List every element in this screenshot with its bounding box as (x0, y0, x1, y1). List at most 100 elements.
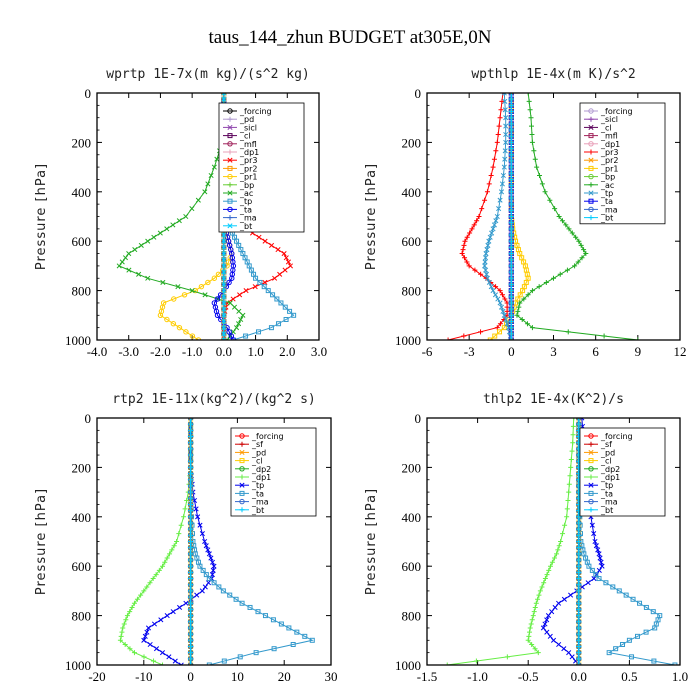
series-marker-ac (136, 271, 142, 277)
series-marker-dp1 (536, 592, 542, 598)
series-marker-tp (486, 238, 492, 244)
series-marker-tp (144, 629, 150, 635)
x-tick-label: -20 (88, 669, 105, 684)
legend-marker (588, 157, 594, 163)
y-axis-label: Pressure [hPa] (34, 163, 49, 270)
series-marker-tp (593, 543, 599, 549)
legend-marker (227, 223, 233, 229)
series-marker-bt (508, 176, 514, 182)
series-marker-tp (278, 300, 284, 306)
legend-entry: _dp1 (239, 148, 259, 157)
series-marker-dp1 (504, 654, 510, 660)
series-marker-bt (508, 195, 514, 201)
legend-entry: _pd (239, 115, 254, 124)
series-marker-pr3 (486, 181, 492, 187)
series-marker-bt (576, 569, 582, 575)
legend-marker (588, 474, 594, 480)
series-marker-dp1 (568, 456, 574, 462)
series-marker-tp (253, 275, 259, 281)
series-marker-ac (529, 131, 535, 137)
series-marker-tp (172, 658, 178, 664)
series-marker-bt (508, 183, 514, 189)
series-marker-tp (276, 321, 282, 327)
chart-panel-3: rtp2 1E-11x(kg^2)/(kg^2 s) Pressure [hPa]… (34, 392, 338, 684)
legend-entry: _ta (600, 489, 613, 498)
plot-frame (426, 417, 681, 666)
y-tick-label: 0 (415, 411, 422, 426)
series-marker-ac (551, 275, 556, 281)
series-marker-dp1 (544, 572, 550, 578)
series-marker-tp (482, 259, 488, 265)
series-marker-tp (550, 637, 557, 643)
series-marker-bt (188, 656, 194, 662)
series-marker-ta (586, 563, 592, 569)
legend-marker (227, 141, 233, 147)
legend-entry: _pd (251, 448, 266, 457)
series-line-dp1 (447, 418, 575, 665)
x-tick-label: 3.0 (311, 344, 327, 359)
series-marker-ac (227, 300, 233, 306)
legend-marker (588, 490, 594, 496)
series-marker-ta (229, 275, 235, 281)
series-marker-bt (576, 520, 582, 526)
y-tick-label: 600 (402, 559, 422, 574)
series-marker-pr3 (230, 296, 236, 302)
series-marker-dp1 (141, 588, 147, 594)
series-marker-tp (552, 604, 558, 611)
series-marker-tp (502, 148, 508, 154)
series-marker-pr3 (494, 325, 500, 331)
legend-marker (227, 124, 233, 130)
series-marker-pr3 (497, 321, 503, 327)
legend-entry: _dp2 (251, 465, 271, 474)
series-marker-ta (216, 584, 222, 590)
series-group (117, 418, 315, 665)
series-marker-bt (576, 539, 582, 544)
series-marker-bt (221, 325, 227, 331)
series-marker-ac (569, 230, 575, 236)
series-marker-ac (581, 247, 587, 253)
series-marker-tp (199, 588, 205, 594)
panels: wprtp 1E-7x(m kg)/(s^2 kg) Pressure [hPa]… (34, 67, 688, 684)
series-marker-ac (195, 197, 201, 203)
panel-title: thlp2 1E-4x(K^2)/s (483, 392, 624, 407)
series-marker-ta (255, 609, 261, 615)
series-marker-pr3 (282, 267, 288, 273)
series-marker-tp (483, 250, 489, 257)
series-marker-tp (503, 123, 509, 129)
legend: _forcing_sf_pd_cl_dp2_dp1_tp_ta_ma_bt (230, 427, 317, 517)
legend-marker (588, 141, 594, 147)
series-marker-dp1 (556, 543, 562, 549)
series-marker-pr3 (484, 189, 490, 195)
legend-marker (588, 116, 594, 122)
series-marker-tp (549, 609, 555, 615)
series-marker-pr3 (461, 242, 467, 248)
series-marker-dp1 (138, 592, 144, 598)
series-marker-bt (221, 281, 227, 287)
series-marker-ta (620, 641, 626, 647)
y-axis-label: Pressure [hPa] (364, 163, 379, 270)
series-marker-dp1 (160, 563, 166, 569)
series-marker-bt (576, 631, 582, 637)
series-marker-tp (501, 93, 507, 96)
series-marker-bt (221, 250, 227, 257)
series-marker-tp (497, 300, 503, 306)
series-marker-bt (508, 152, 514, 158)
series-marker-tp (194, 592, 200, 598)
y-tick-label: 0 (415, 86, 422, 101)
series-marker-pr3 (285, 259, 291, 265)
legend-marker (227, 215, 233, 221)
x-tick-label: 10 (231, 669, 244, 684)
series-marker-tp (502, 107, 508, 113)
legend-entry: _cl (600, 457, 612, 466)
series-marker-ac (557, 271, 563, 277)
series-marker-ac (565, 329, 571, 335)
series-marker-tp (486, 279, 492, 286)
plot-frame (96, 417, 332, 666)
legend-marker (588, 108, 594, 114)
series-marker-bt (508, 300, 514, 306)
series-marker-tp (166, 654, 172, 660)
series-marker-ac (635, 337, 641, 340)
series-marker-ac (236, 308, 242, 314)
series-marker-pr3 (498, 107, 504, 113)
legend-entry: _pr2 (600, 156, 618, 165)
